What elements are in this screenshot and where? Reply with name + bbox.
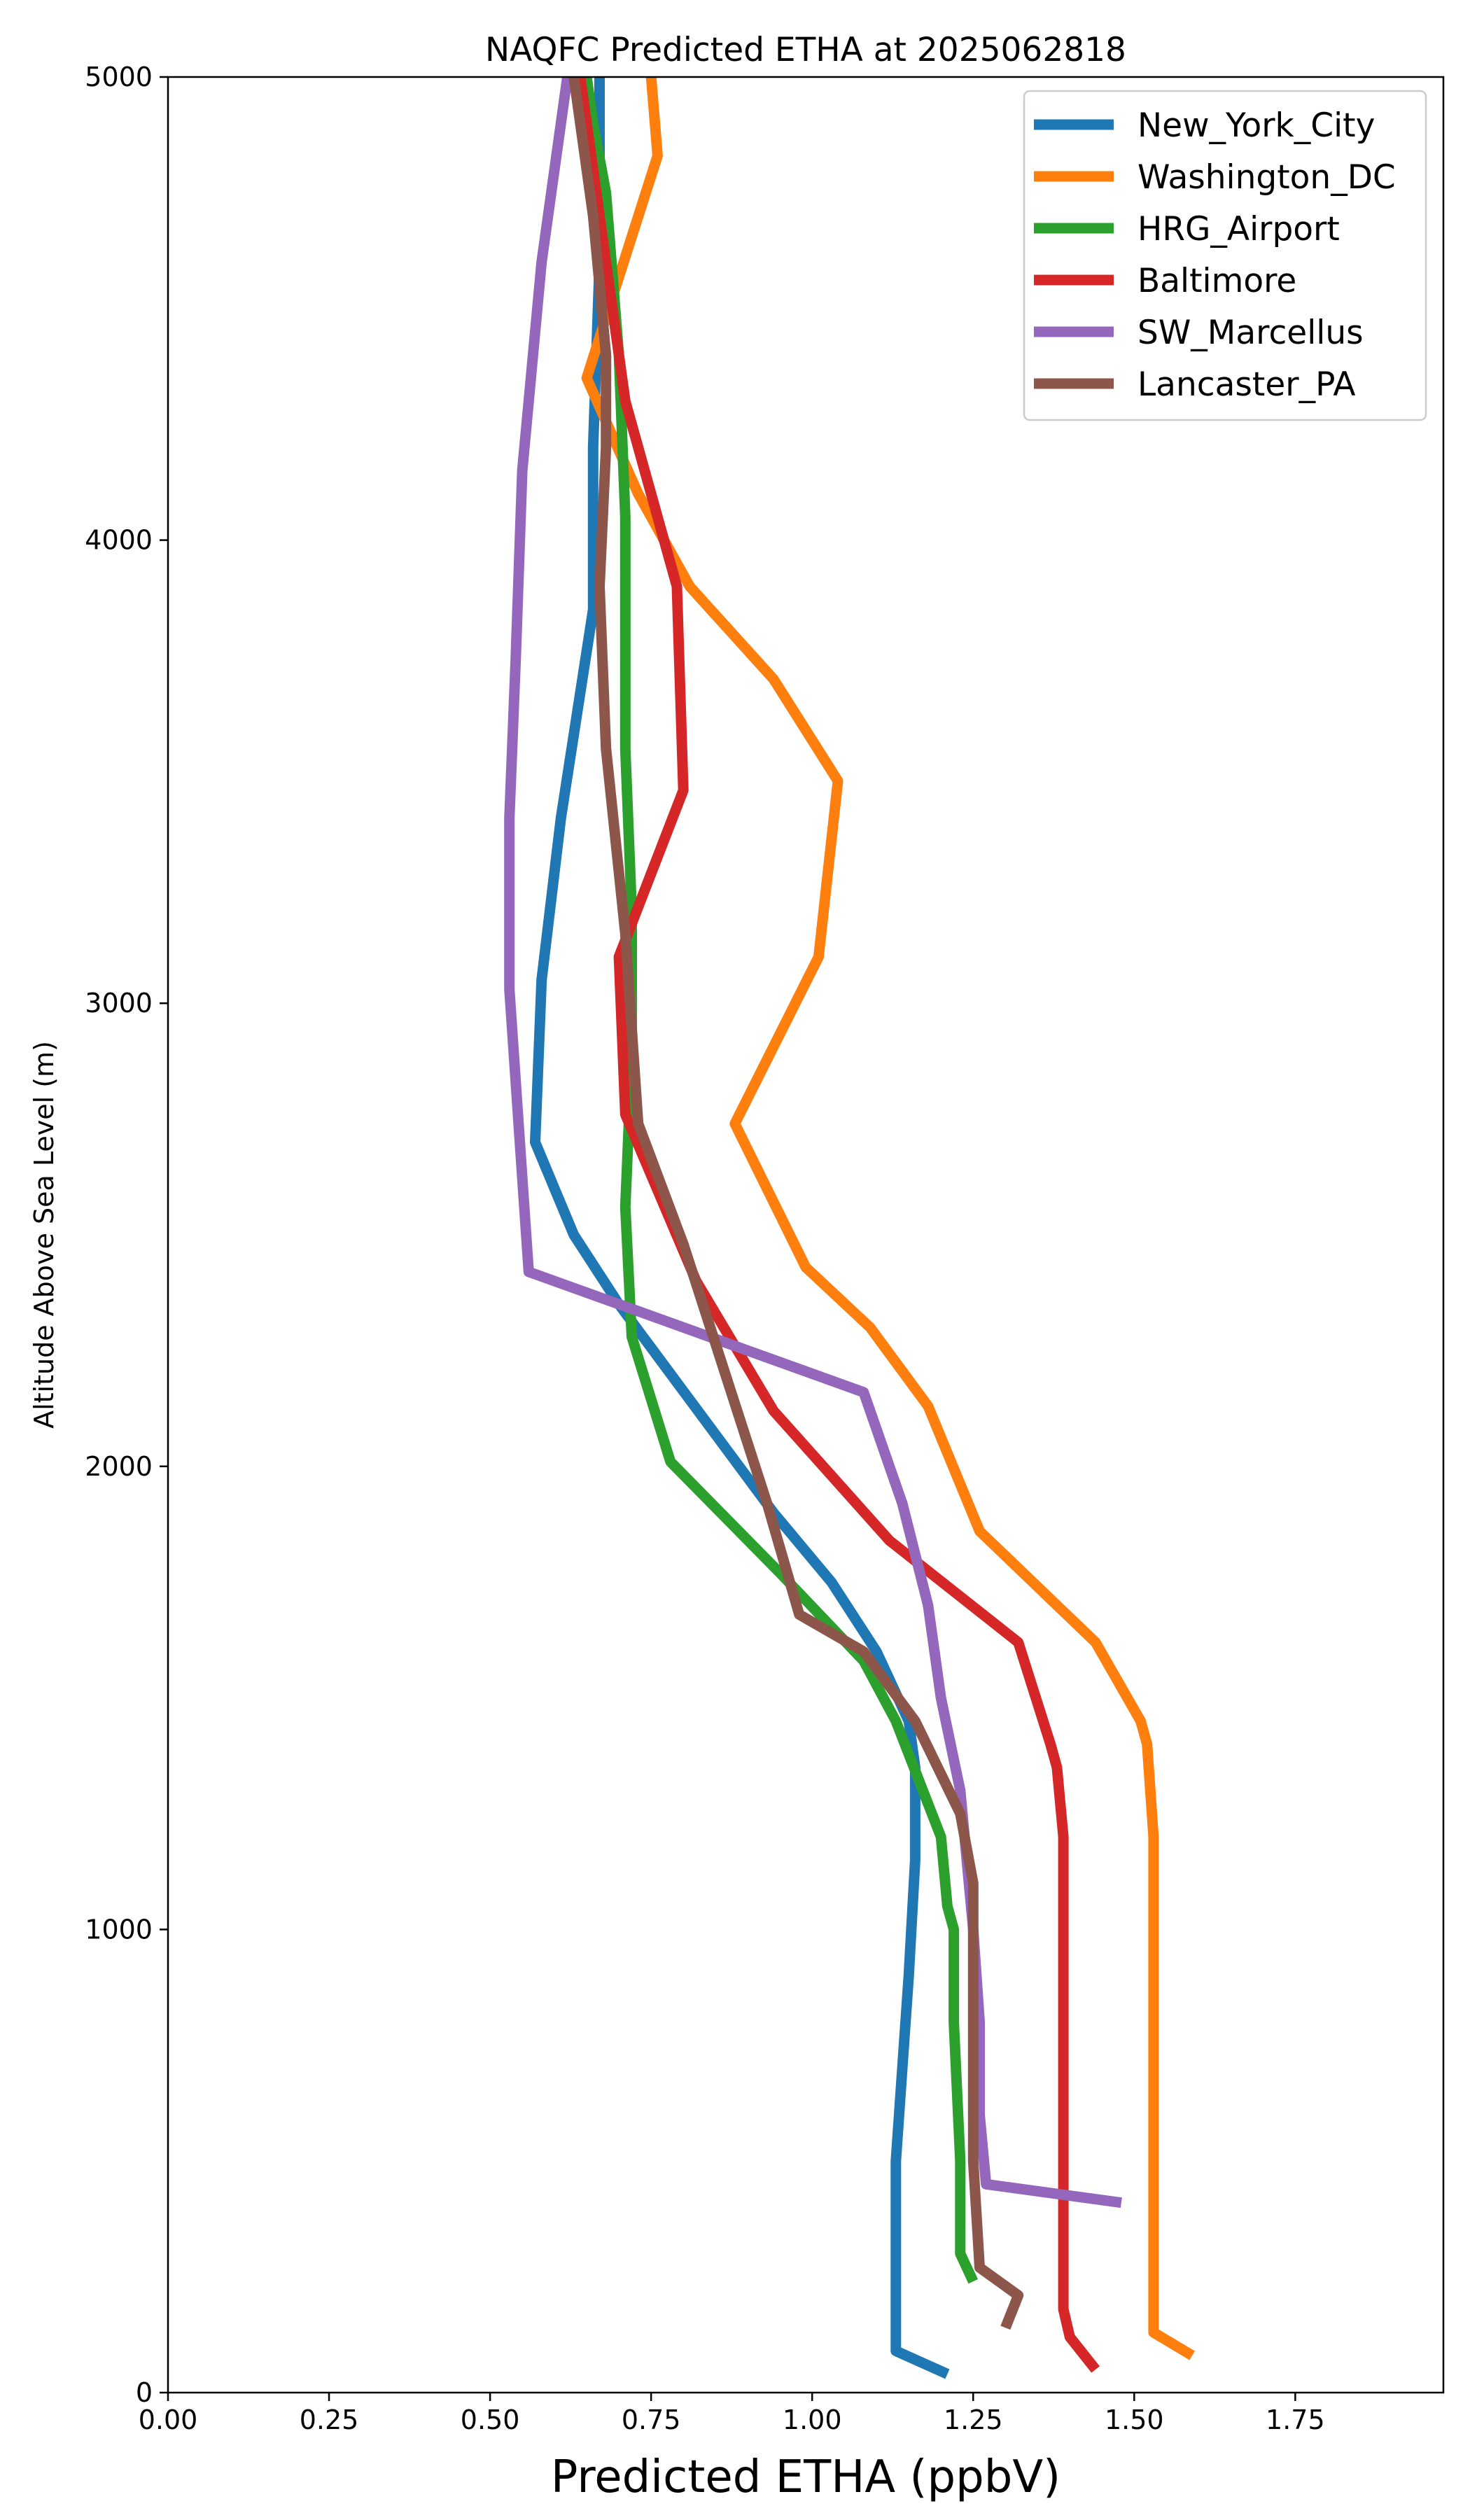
legend-label-washington-dc: Washington_DC xyxy=(1138,158,1396,197)
plot-frame xyxy=(167,76,1445,2394)
x-tick-label: 1.00 xyxy=(783,2404,842,2435)
y-tick-label: 4000 xyxy=(85,525,153,556)
y-axis-label: Altitude Above Sea Level (m) xyxy=(29,1041,59,1429)
series-line-hrg-airport xyxy=(581,76,979,2284)
series-line-sw-marcellus xyxy=(504,76,1122,2208)
x-tick-label: 0.50 xyxy=(461,2404,520,2435)
x-tick-label: 0.00 xyxy=(139,2404,198,2435)
x-axis-label: Predicted ETHA (ppbV) xyxy=(551,2451,1060,2503)
x-tick-label: 1.25 xyxy=(944,2404,1003,2435)
series-line-baltimore xyxy=(575,76,1100,2373)
y-tick-label: 5000 xyxy=(85,62,153,92)
legend-label-sw-marcellus: SW_Marcellus xyxy=(1138,314,1364,352)
x-tick-label: 0.75 xyxy=(622,2404,681,2435)
y-tick-label: 0 xyxy=(136,2377,153,2408)
x-axis-ticks: 0.00 0.25 0.50 0.75 1.00 1.25 1.50 1.75 xyxy=(139,2393,1325,2435)
x-tick-label: 1.75 xyxy=(1266,2404,1325,2435)
y-tick-label: 3000 xyxy=(85,988,153,1018)
x-tick-label: 0.25 xyxy=(300,2404,359,2435)
series-layer xyxy=(504,76,1195,2379)
legend-label-new-york-city: New_York_City xyxy=(1138,106,1375,145)
x-tick-label: 1.50 xyxy=(1105,2404,1164,2435)
legend: New_York_City Washington_DC HRG_Airport Bal… xyxy=(1023,90,1427,421)
y-axis-ticks: 0 1000 2000 3000 4000 5000 xyxy=(85,62,168,2408)
chart-title: NAQFC Predicted ETHA at 2025062818 xyxy=(485,31,1126,69)
series-line-lancaster-pa xyxy=(568,76,1024,2330)
y-tick-label: 2000 xyxy=(85,1451,153,1482)
legend-box xyxy=(1023,90,1427,421)
y-tick-label: 1000 xyxy=(85,1914,153,1945)
legend-label-hrg-airport: HRG_Airport xyxy=(1138,210,1340,248)
legend-label-baltimore: Baltimore xyxy=(1138,262,1296,300)
legend-label-lancaster-pa: Lancaster_PA xyxy=(1138,365,1356,404)
